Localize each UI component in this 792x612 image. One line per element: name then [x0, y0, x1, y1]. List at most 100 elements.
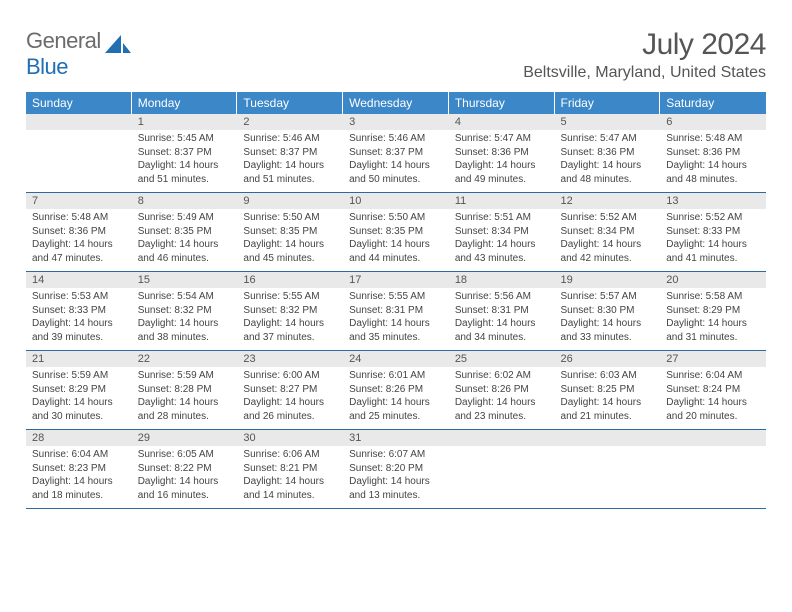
brand-part1: General [26, 28, 101, 53]
day-line: and 49 minutes. [455, 173, 549, 187]
day-number: 20 [660, 272, 766, 288]
day-number: 27 [660, 351, 766, 367]
day-line: and 28 minutes. [138, 410, 232, 424]
day-line: Sunset: 8:29 PM [32, 383, 126, 397]
location-text: Beltsville, Maryland, United States [523, 64, 766, 82]
day-line: Daylight: 14 hours [138, 475, 232, 489]
day-content: Sunrise: 6:00 AMSunset: 8:27 PMDaylight:… [237, 367, 343, 429]
day-line: Sunrise: 5:50 AM [349, 211, 443, 225]
day-content: Sunrise: 6:04 AMSunset: 8:24 PMDaylight:… [660, 367, 766, 429]
day-line: and 37 minutes. [243, 331, 337, 345]
day-content: Sunrise: 5:57 AMSunset: 8:30 PMDaylight:… [555, 288, 661, 350]
day-line: Sunset: 8:26 PM [349, 383, 443, 397]
day-number: 3 [343, 114, 449, 130]
day-line: Sunset: 8:21 PM [243, 462, 337, 476]
day-line: and 47 minutes. [32, 252, 126, 266]
day-line: Daylight: 14 hours [32, 317, 126, 331]
day-number: 8 [132, 193, 238, 209]
day-content: Sunrise: 5:48 AMSunset: 8:36 PMDaylight:… [26, 209, 132, 271]
day-line: Sunset: 8:26 PM [455, 383, 549, 397]
day-number: 30 [237, 430, 343, 446]
day-number: 28 [26, 430, 132, 446]
calendar-day-cell: 5Sunrise: 5:47 AMSunset: 8:36 PMDaylight… [555, 114, 661, 192]
calendar-day-cell: 8Sunrise: 5:49 AMSunset: 8:35 PMDaylight… [132, 192, 238, 271]
day-line: Daylight: 14 hours [455, 238, 549, 252]
day-number: 2 [237, 114, 343, 130]
day-line: and 16 minutes. [138, 489, 232, 503]
day-line: and 20 minutes. [666, 410, 760, 424]
day-line: and 48 minutes. [666, 173, 760, 187]
calendar-day-cell: 1Sunrise: 5:45 AMSunset: 8:37 PMDaylight… [132, 114, 238, 192]
day-line: Sunset: 8:36 PM [32, 225, 126, 239]
calendar-day-cell: 31Sunrise: 6:07 AMSunset: 8:20 PMDayligh… [343, 429, 449, 509]
day-number: 9 [237, 193, 343, 209]
day-line: Sunrise: 6:05 AM [138, 448, 232, 462]
day-content [660, 446, 766, 504]
day-line: Sunrise: 5:45 AM [138, 132, 232, 146]
day-line: and 21 minutes. [561, 410, 655, 424]
day-line: and 35 minutes. [349, 331, 443, 345]
calendar-day-cell: 26Sunrise: 6:03 AMSunset: 8:25 PMDayligh… [555, 350, 661, 429]
calendar-day-cell: 20Sunrise: 5:58 AMSunset: 8:29 PMDayligh… [660, 271, 766, 350]
calendar-day-cell [660, 429, 766, 509]
day-number: 26 [555, 351, 661, 367]
day-line: Sunrise: 5:57 AM [561, 290, 655, 304]
day-line: Daylight: 14 hours [455, 159, 549, 173]
day-line: Sunrise: 5:55 AM [243, 290, 337, 304]
day-line: and 26 minutes. [243, 410, 337, 424]
day-line: Sunrise: 5:48 AM [32, 211, 126, 225]
day-line: and 13 minutes. [349, 489, 443, 503]
day-content: Sunrise: 5:54 AMSunset: 8:32 PMDaylight:… [132, 288, 238, 350]
day-content: Sunrise: 5:48 AMSunset: 8:36 PMDaylight:… [660, 130, 766, 192]
calendar-day-cell [449, 429, 555, 509]
day-line: Sunrise: 5:54 AM [138, 290, 232, 304]
calendar-day-cell: 17Sunrise: 5:55 AMSunset: 8:31 PMDayligh… [343, 271, 449, 350]
calendar-week: 1Sunrise: 5:45 AMSunset: 8:37 PMDaylight… [26, 114, 766, 192]
day-line: Sunset: 8:20 PM [349, 462, 443, 476]
calendar-week: 7Sunrise: 5:48 AMSunset: 8:36 PMDaylight… [26, 192, 766, 271]
day-line: Sunrise: 5:59 AM [32, 369, 126, 383]
calendar-day-cell: 3Sunrise: 5:46 AMSunset: 8:37 PMDaylight… [343, 114, 449, 192]
day-content: Sunrise: 5:50 AMSunset: 8:35 PMDaylight:… [343, 209, 449, 271]
day-line: Sunrise: 5:59 AM [138, 369, 232, 383]
brand-text: General Blue [26, 28, 101, 80]
day-line: Sunset: 8:36 PM [455, 146, 549, 160]
day-content: Sunrise: 5:51 AMSunset: 8:34 PMDaylight:… [449, 209, 555, 271]
day-line: Sunset: 8:23 PM [32, 462, 126, 476]
day-line: Sunrise: 5:46 AM [243, 132, 337, 146]
day-line: Daylight: 14 hours [138, 396, 232, 410]
day-number: 10 [343, 193, 449, 209]
day-line: Sunrise: 5:58 AM [666, 290, 760, 304]
day-line: Sunset: 8:37 PM [349, 146, 443, 160]
day-number: 17 [343, 272, 449, 288]
day-number: 16 [237, 272, 343, 288]
day-line: Sunset: 8:31 PM [349, 304, 443, 318]
calendar-day-cell: 7Sunrise: 5:48 AMSunset: 8:36 PMDaylight… [26, 192, 132, 271]
day-number: 23 [237, 351, 343, 367]
calendar-day-cell: 10Sunrise: 5:50 AMSunset: 8:35 PMDayligh… [343, 192, 449, 271]
day-number: 12 [555, 193, 661, 209]
day-line: Daylight: 14 hours [138, 317, 232, 331]
day-number: 22 [132, 351, 238, 367]
day-line: and 34 minutes. [455, 331, 549, 345]
calendar-table: SundayMondayTuesdayWednesdayThursdayFrid… [26, 92, 766, 509]
day-line: Sunset: 8:32 PM [138, 304, 232, 318]
day-line: and 46 minutes. [138, 252, 232, 266]
day-content: Sunrise: 6:06 AMSunset: 8:21 PMDaylight:… [237, 446, 343, 508]
day-line: Sunrise: 5:56 AM [455, 290, 549, 304]
day-content: Sunrise: 5:47 AMSunset: 8:36 PMDaylight:… [555, 130, 661, 192]
title-block: July 2024 Beltsville, Maryland, United S… [523, 28, 766, 82]
weekday-header: Sunday [26, 92, 132, 114]
calendar-day-cell: 25Sunrise: 6:02 AMSunset: 8:26 PMDayligh… [449, 350, 555, 429]
sail-icon [105, 33, 131, 60]
day-content [555, 446, 661, 504]
day-content: Sunrise: 6:07 AMSunset: 8:20 PMDaylight:… [343, 446, 449, 508]
calendar-day-cell: 13Sunrise: 5:52 AMSunset: 8:33 PMDayligh… [660, 192, 766, 271]
calendar-week: 28Sunrise: 6:04 AMSunset: 8:23 PMDayligh… [26, 429, 766, 509]
calendar-week: 14Sunrise: 5:53 AMSunset: 8:33 PMDayligh… [26, 271, 766, 350]
calendar-day-cell: 11Sunrise: 5:51 AMSunset: 8:34 PMDayligh… [449, 192, 555, 271]
day-number: 11 [449, 193, 555, 209]
day-content: Sunrise: 5:45 AMSunset: 8:37 PMDaylight:… [132, 130, 238, 192]
day-line: Daylight: 14 hours [349, 317, 443, 331]
day-line: Daylight: 14 hours [243, 159, 337, 173]
